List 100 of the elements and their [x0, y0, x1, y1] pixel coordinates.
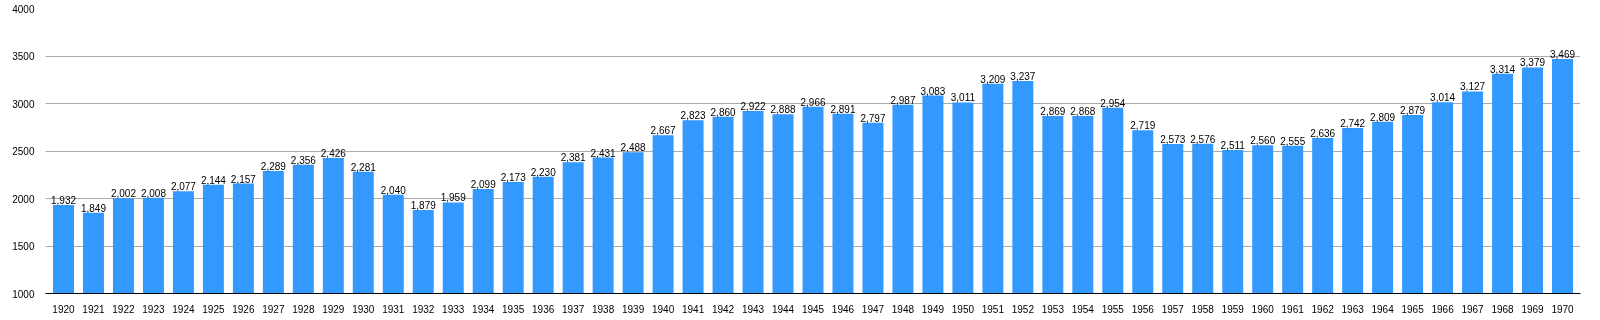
x-tick-label: 1955: [1101, 303, 1125, 315]
data-label: 2,173: [500, 172, 527, 184]
x-tick-label: 1952: [1011, 303, 1035, 315]
x-tick-label: 1953: [1041, 303, 1065, 315]
x-tick-label: 1933: [442, 303, 465, 315]
x-tick-label: 1954: [1071, 303, 1095, 315]
data-label: 2,040: [380, 184, 407, 196]
data-label: 2,797: [860, 112, 886, 124]
data-label: 2,230: [530, 166, 557, 178]
x-tick-label: 1956: [1131, 303, 1155, 315]
data-label: 3,379: [1520, 57, 1546, 69]
data-label: 2,860: [710, 106, 737, 118]
data-label: 2,157: [230, 173, 257, 185]
x-tick-label: 1950: [951, 303, 975, 315]
x-tick-label: 1928: [292, 303, 315, 315]
x-tick-label: 1931: [382, 303, 405, 315]
data-label: 2,555: [1280, 135, 1306, 147]
x-tick-label: 1951: [981, 303, 1005, 315]
data-label: 2,823: [680, 110, 707, 122]
x-tick-label: 1949: [921, 303, 945, 315]
data-label: 2,426: [320, 148, 347, 160]
data-label: 2,144: [200, 174, 227, 186]
x-tick-label: 1970: [1551, 303, 1575, 315]
data-label: 2,008: [140, 187, 167, 199]
data-label: 1,849: [80, 202, 107, 214]
data-label: 2,077: [170, 181, 197, 193]
x-tick-label: 1925: [202, 303, 225, 315]
x-tick-label: 1946: [831, 303, 855, 315]
x-tick-label: 1920: [52, 303, 76, 315]
x-tick-label: 1945: [801, 303, 825, 315]
data-label: 2,667: [650, 125, 677, 137]
x-tick-label: 1948: [891, 303, 915, 315]
x-tick-label: 1934: [472, 303, 495, 315]
y-tick-label: 3000: [12, 98, 35, 110]
x-tick-label: 1930: [352, 303, 375, 315]
x-tick-label: 1923: [142, 303, 165, 315]
data-label: 2,289: [260, 161, 287, 173]
x-tick-label: 1936: [532, 303, 555, 315]
x-tick-label: 1935: [502, 303, 525, 315]
y-tick-label: 2500: [12, 146, 35, 157]
data-label: 2,511: [1220, 139, 1246, 151]
x-tick-label: 1958: [1191, 303, 1215, 315]
data-label: 2,954: [1100, 97, 1126, 109]
x-tick-label: 1941: [681, 303, 705, 315]
x-tick-label: 1924: [172, 303, 195, 315]
data-label: 3,083: [920, 85, 946, 97]
data-label: 1,932: [50, 194, 77, 206]
y-tick-label: 2000: [12, 193, 35, 205]
data-label: 3,011: [950, 92, 976, 104]
data-label: 3,014: [1430, 92, 1456, 104]
data-label: 3,314: [1490, 63, 1516, 75]
data-label: 2,099: [470, 179, 497, 191]
x-tick-label: 1939: [621, 303, 645, 315]
x-tick-label: 1957: [1161, 303, 1185, 315]
x-tick-label: 1929: [322, 303, 345, 315]
x-tick-label: 1947: [861, 303, 885, 315]
x-tick-label: 1962: [1311, 303, 1335, 315]
x-tick-label: 1932: [412, 303, 435, 315]
x-tick-label: 1942: [711, 303, 735, 315]
x-tick-label: 1969: [1521, 303, 1545, 315]
x-tick-label: 1959: [1221, 303, 1245, 315]
x-tick-label: 1967: [1461, 303, 1485, 315]
y-tick-label: 1500: [12, 241, 35, 252]
x-tick-label: 1968: [1491, 303, 1515, 315]
data-label: 2,868: [1070, 106, 1096, 118]
data-label: 1,959: [440, 192, 467, 204]
x-tick-label: 1926: [232, 303, 255, 315]
data-label: 2,922: [740, 100, 766, 112]
x-tick-label: 1961: [1281, 303, 1305, 315]
data-label: 2,719: [1130, 120, 1156, 132]
x-tick-label: 1921: [82, 303, 106, 315]
data-label: 2,560: [1250, 135, 1276, 147]
data-label: 2,966: [800, 96, 826, 108]
data-label: 2,869: [1040, 105, 1066, 117]
data-label: 2,888: [770, 104, 796, 116]
y-tick-label: 4000: [12, 3, 35, 15]
data-label: 3,469: [1550, 48, 1576, 60]
data-label: 3,209: [980, 73, 1006, 85]
x-tick-label: 1944: [771, 303, 795, 315]
x-tick-label: 1940: [651, 303, 675, 315]
x-tick-label: 1922: [112, 303, 136, 315]
data-label: 2,576: [1190, 133, 1216, 145]
data-label: 3,127: [1460, 81, 1486, 93]
x-tick-label: 1960: [1251, 303, 1275, 315]
data-label: 1,879: [410, 199, 437, 211]
x-tick-label: 1938: [592, 303, 615, 315]
x-tick-label: 1937: [562, 303, 585, 315]
x-tick-label: 1927: [262, 303, 285, 315]
data-label: 2,356: [290, 154, 317, 166]
y-tick-label: 1000: [12, 288, 35, 300]
data-label: 2,002: [110, 188, 137, 200]
y-tick-label: 3500: [12, 51, 35, 62]
data-label: 2,987: [890, 94, 916, 106]
data-label: 3,237: [1010, 70, 1036, 82]
data-label: 2,488: [620, 142, 647, 154]
x-tick-label: 1965: [1401, 303, 1425, 315]
x-tick-label: 1943: [741, 303, 765, 315]
data-label: 2,431: [590, 147, 617, 159]
data-label: 2,879: [1400, 105, 1426, 116]
x-tick-label: 1964: [1371, 303, 1395, 315]
